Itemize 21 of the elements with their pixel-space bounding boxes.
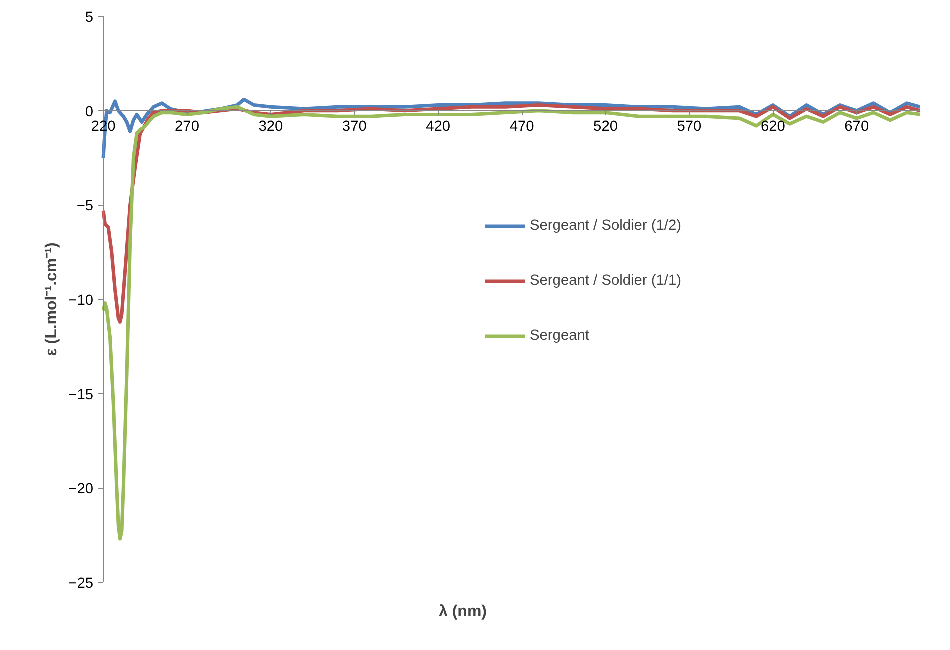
y-tick-label: −15	[68, 387, 94, 404]
y-tick-label: −25	[68, 576, 94, 592]
legend-label: Sergeant	[530, 328, 590, 344]
legend-label: Sergeant / Soldier (1/2)	[530, 218, 682, 234]
x-tick-label: 270	[175, 118, 200, 135]
x-tick-label: 520	[594, 118, 618, 135]
x-tick-label: 670	[844, 118, 870, 135]
y-tick-label: −10	[68, 293, 94, 309]
y-tick-label: −5	[76, 198, 94, 215]
x-tick-label: 470	[510, 118, 534, 135]
x-tick-label: 320	[258, 118, 284, 135]
y-tick-label: 0	[85, 104, 94, 120]
legend-label: Sergeant / Soldier (1/1)	[530, 273, 682, 289]
y-axis-title: ε (L.mol⁻¹.cm⁻¹)	[44, 242, 61, 356]
y-tick-label: −20	[68, 482, 94, 498]
x-tick-label: 570	[677, 118, 702, 135]
x-axis-title: λ (nm)	[439, 604, 487, 620]
x-tick-label: 370	[342, 118, 367, 135]
y-tick-label: 5	[85, 10, 94, 26]
x-tick-label: 420	[426, 118, 451, 135]
x-tick-label: 620	[760, 118, 786, 135]
